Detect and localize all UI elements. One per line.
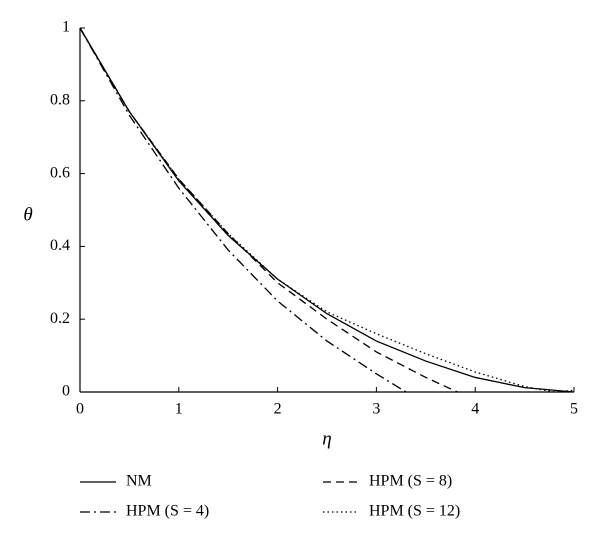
series-line (79, 27, 575, 393)
x-tick-label: 4 (471, 401, 479, 418)
x-tick-label: 1 (175, 401, 183, 418)
y-tick-label: 0.8 (50, 91, 70, 108)
legend-label: HPM (S = 4) (126, 503, 209, 520)
y-tick-label: 0.6 (50, 164, 70, 181)
x-tick-label: 3 (372, 401, 380, 418)
y-axis-label: θ (23, 204, 32, 225)
x-tick-label: 2 (274, 401, 282, 418)
x-axis-label: η (322, 428, 331, 449)
series-line (79, 27, 575, 393)
series-line (79, 27, 458, 393)
legend-label: HPM (S = 8) (369, 473, 452, 490)
y-tick-label: 1 (62, 19, 70, 36)
legend-label: NM (126, 473, 152, 490)
legend-label: HPM (S = 12) (369, 503, 460, 520)
y-tick-label: 0.2 (50, 310, 70, 327)
y-tick-label: 0.4 (50, 237, 70, 254)
x-tick-label: 5 (570, 401, 578, 418)
x-tick-label: 0 (76, 401, 84, 418)
y-tick-label: 0 (62, 383, 70, 400)
series-line (79, 27, 407, 393)
